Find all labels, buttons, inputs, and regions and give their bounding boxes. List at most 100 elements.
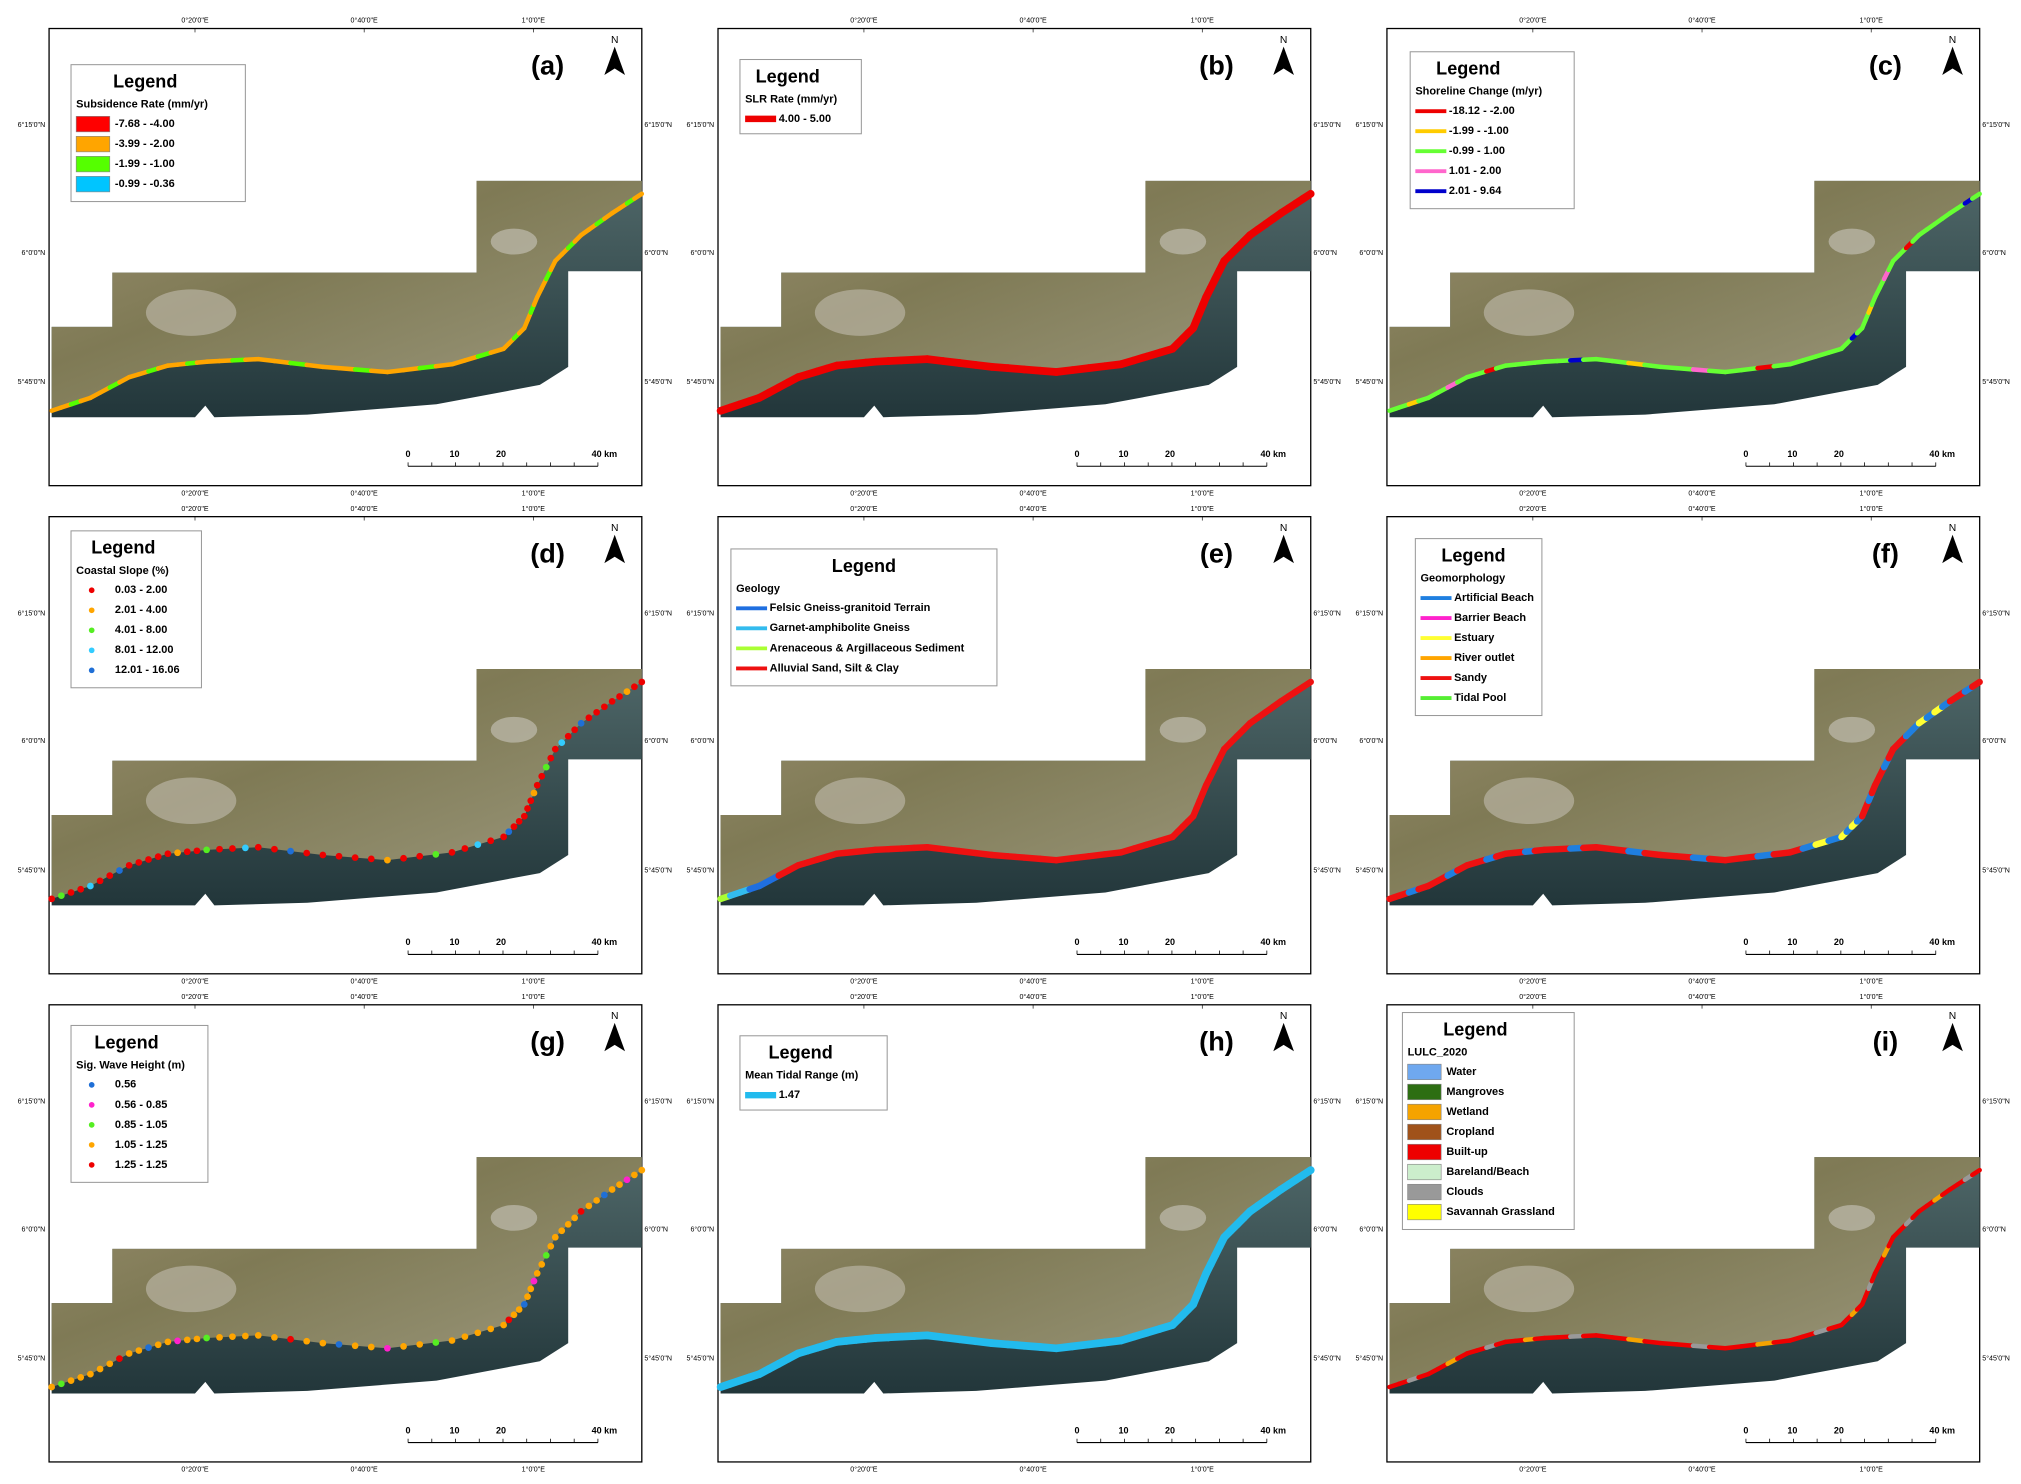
north-arrow [1273,1022,1294,1052]
coast-point [271,845,278,853]
scale-label: 10 [450,1425,460,1435]
longitude-label: 0°20'0"E [1519,489,1546,497]
latitude-label: 6°15'0"N [1355,121,1383,129]
urban-area [814,777,906,825]
coast-segment [1626,1337,1647,1344]
coast-segment [256,356,277,364]
latitude-label: 6°15'0"N [1355,609,1383,617]
north-arrow [1942,1022,1963,1052]
coast-segment [336,365,358,372]
coast-segment [1706,1344,1728,1351]
longitude-label: 1°0'0"E [1191,505,1215,513]
coast-point [510,823,518,830]
legend-swatch [75,176,111,193]
scale-label: 20 [496,1425,506,1435]
coast-point [631,683,638,691]
coast-point [319,851,327,859]
scale-label: 10 [1118,449,1128,459]
legend-swatch [88,627,95,634]
coast-point [608,697,616,705]
coast-segment [1642,1338,1663,1346]
coast-point [335,852,343,860]
longitude-label: 1°0'0"E [1191,993,1215,1001]
coast-segment [1706,368,1728,375]
longitude-label: 1°0'0"E [522,993,546,1001]
coast-point [303,849,311,857]
scale-label: 40 km [1929,1425,1955,1435]
longitude-label: 1°0'0"E [522,1466,546,1474]
coast-point [538,772,546,780]
coast-point [203,846,210,854]
coast-point [145,856,152,863]
north-arrow [1942,46,1963,76]
legend-title: Legend [1443,1019,1507,1039]
coast-segment [1690,1343,1712,1350]
coast-point [400,1343,407,1350]
longitude-label: 0°40'0"E [1688,977,1715,985]
coast-point [242,844,249,852]
legend-swatch [1407,1183,1442,1201]
legend: Legend Sig. Wave Height (m) 0.56 0.56 - 0.8… [70,1024,209,1183]
coast-point [571,726,579,734]
longitude-label: 0°20'0"E [181,489,208,497]
coast-point [616,1181,623,1188]
lake [1828,1204,1876,1231]
legend-item: Savannah Grassland [1446,1206,1555,1218]
latitude-label: 5°45'0"N [1982,866,2010,874]
scale-label: 40 km [1261,449,1287,459]
latitude-label: 5°45'0"N [1982,1355,2010,1363]
latitude-label: 6°15'0"N [687,609,715,617]
coast-point [287,847,294,855]
legend-item: 4.01 - 8.00 [115,624,167,636]
longitude-label: 0°20'0"E [181,1466,208,1474]
longitude-label: 0°40'0"E [351,1466,378,1474]
map-panel: 0°20'0"E 0°20'0"E 0°40'0"E 0°40'0"E 1°0'0"E 1… [1355,993,2009,1474]
scale-label: 40 km [1261,1425,1287,1435]
legend-item: Sandy [1454,672,1488,684]
coast-point [48,895,56,903]
scale-label: 40 km [1261,937,1287,947]
north-label: N [1280,35,1287,46]
coast-point [530,1277,538,1285]
lake [1159,1204,1207,1231]
coast-segment [1690,367,1712,373]
map-panel: 0°20'0"E 0°20'0"E 0°40'0"E 0°40'0"E 1°0'0"E 1… [687,993,1341,1474]
legend-swatch [75,116,111,133]
legend-swatch [88,1122,95,1128]
coast-point [533,781,541,789]
coast-segment [304,362,326,370]
longitude-label: 0°20'0"E [1519,993,1546,1001]
coast-point [585,714,593,722]
longitude-label: 0°20'0"E [850,489,877,497]
legend-swatch [75,156,111,173]
legend-item: 0.85 - 1.05 [115,1119,167,1131]
coast-point [593,708,600,716]
urban-area [1483,289,1575,336]
longitude-label: 1°0'0"E [1191,17,1215,25]
coast-point [542,1251,550,1259]
north-arrow [1273,46,1294,76]
panel-label: (g) [530,1026,565,1057]
latitude-label: 6°0'0"N [690,1225,714,1233]
coast-point [500,1321,507,1329]
coast-point [48,1383,56,1391]
coast-point [542,763,550,771]
legend: Legend Shoreline Change (m/yr) -18.12 - -2… [1409,51,1575,210]
coast-segment [433,362,455,369]
coast-segment [1610,358,1631,366]
panel-label: (e) [1200,538,1233,569]
legend-swatch [88,1162,95,1168]
latitude-label: 6°0'0"N [1359,249,1383,257]
coast-point [577,1208,585,1215]
latitude-label: 6°0'0"N [1982,249,2006,257]
coast-point [384,856,391,864]
legend-title: Legend [113,72,177,92]
latitude-label: 6°0'0"N [22,249,46,257]
latitude-label: 5°45'0"N [1355,378,1383,386]
coast-point [623,1176,631,1184]
latitude-label: 6°15'0"N [1982,609,2010,617]
north-arrow [604,46,626,76]
coast-point [351,854,359,861]
latitude-label: 6°0'0"N [1359,737,1383,745]
longitude-label: 0°20'0"E [850,1466,877,1474]
